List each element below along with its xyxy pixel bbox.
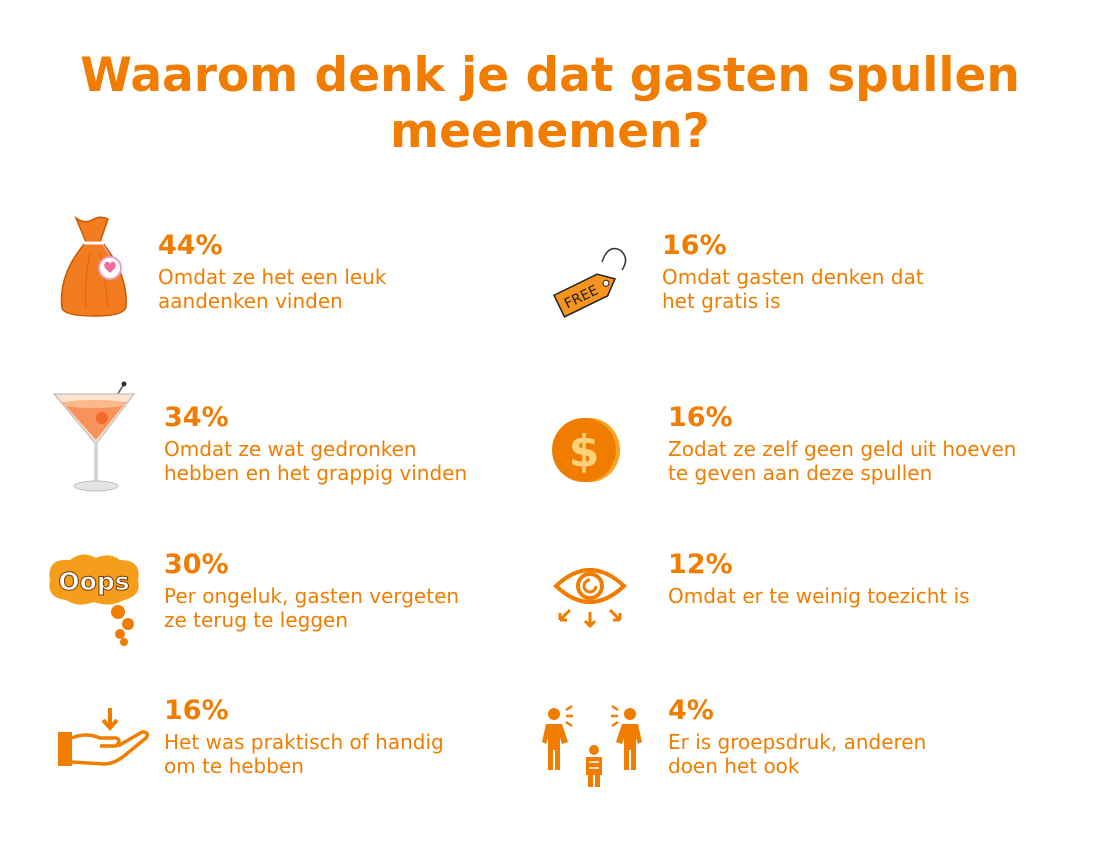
stat-description: Zodat ze zelf geen geld uit hoeven te ge… (668, 437, 1017, 485)
eye-icon (552, 560, 628, 632)
stat-percentage: 16% (662, 230, 727, 261)
stat-description: Omdat ze wat gedronken hebben en het gra… (164, 437, 468, 485)
dollar-coin-icon: $ (550, 416, 622, 484)
oops-bubble-icon: Oops (44, 550, 144, 646)
stat-percentage: 44% (158, 230, 223, 261)
stat-description: Per ongeluk, gasten vergeten ze terug te… (164, 584, 460, 632)
stat-item-5: 12% Omdat er te weinig toezicht is (668, 549, 1100, 609)
stat-percentage: 16% (668, 402, 733, 433)
stat-description: Omdat er te weinig toezicht is (668, 584, 970, 608)
hand-receive-icon (56, 706, 152, 770)
page-title: Waarom denk je dat gasten spullen meenem… (80, 48, 1020, 159)
stat-item-7: 4% Er is groepsdruk, anderen doen het oo… (668, 695, 1100, 779)
stat-percentage: 12% (668, 549, 733, 580)
svg-text:Oops: Oops (58, 567, 129, 596)
stat-percentage: 4% (668, 695, 714, 726)
cocktail-glass-icon (52, 380, 138, 494)
stat-item-4: 30% Per ongeluk, gasten vergeten ze teru… (164, 549, 614, 633)
stat-item-1: 16% Omdat gasten denken dat het gratis i… (662, 230, 1100, 314)
stat-description: Omdat ze het een leuk aandenken vinden (158, 265, 387, 313)
stat-percentage: 34% (164, 402, 229, 433)
stat-description: Het was praktisch of handig om te hebben (164, 730, 444, 778)
gift-bag-icon (56, 212, 132, 318)
svg-text:$: $ (569, 426, 600, 477)
stat-item-6: 16% Het was praktisch of handig om te he… (164, 695, 614, 779)
stat-description: Er is groepsdruk, anderen doen het ook (668, 730, 927, 778)
group-pressure-icon (542, 702, 646, 788)
free-tag-icon: FREE (552, 240, 632, 322)
stat-item-2: 34% Omdat ze wat gedronken hebben en het… (164, 402, 614, 486)
stat-item-0: 44% Omdat ze het een leuk aandenken vind… (158, 230, 608, 314)
stat-item-3: 16% Zodat ze zelf geen geld uit hoeven t… (668, 402, 1100, 486)
stat-description: Omdat gasten denken dat het gratis is (662, 265, 924, 313)
stat-percentage: 30% (164, 549, 229, 580)
stat-percentage: 16% (164, 695, 229, 726)
